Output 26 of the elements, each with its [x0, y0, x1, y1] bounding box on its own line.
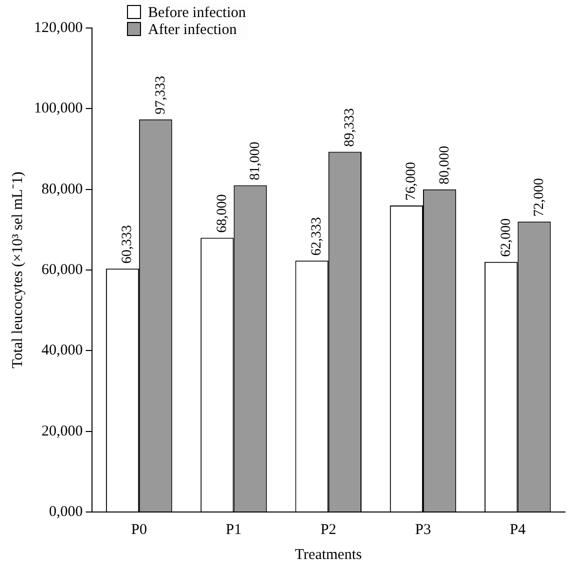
data-label: 72,000 — [532, 178, 547, 217]
y-tick-label: 20,000 — [42, 423, 83, 440]
x-tick-label: P1 — [226, 522, 242, 538]
x-axis-title: Treatments — [294, 546, 362, 563]
data-label: 81,000 — [248, 142, 263, 180]
data-label: 76,000 — [404, 162, 420, 200]
text: Before infection — [148, 5, 246, 21]
legend-label: After infection — [148, 22, 237, 38]
data-label: 80,000 — [437, 146, 452, 184]
data-label: 68,000 — [214, 194, 230, 233]
y-tick-label: 60,000 — [42, 262, 83, 278]
y-tick-label: 120,000 — [34, 20, 83, 36]
x-tick-label: P0 — [131, 522, 147, 538]
x-tick-label: P3 — [415, 522, 431, 538]
y-tick-label: 80,000 — [42, 181, 83, 198]
data-label: 62,000 — [498, 218, 514, 257]
x-tick-label: P2 — [320, 522, 336, 538]
data-label: 62,333 — [309, 217, 324, 256]
x-tick-label: P4 — [510, 522, 526, 538]
data-label: 97,333 — [153, 76, 168, 114]
data-label: 89,333 — [342, 108, 358, 147]
y-tick-label: 100,000 — [34, 100, 83, 117]
y-tick-label: 40,000 — [42, 342, 83, 359]
y-tick-label: 0,000 — [49, 504, 83, 520]
data-label: 60,333 — [120, 225, 136, 264]
y-axis-title: Total leucocytes (×10³ sel mL⁻1) — [10, 172, 26, 368]
